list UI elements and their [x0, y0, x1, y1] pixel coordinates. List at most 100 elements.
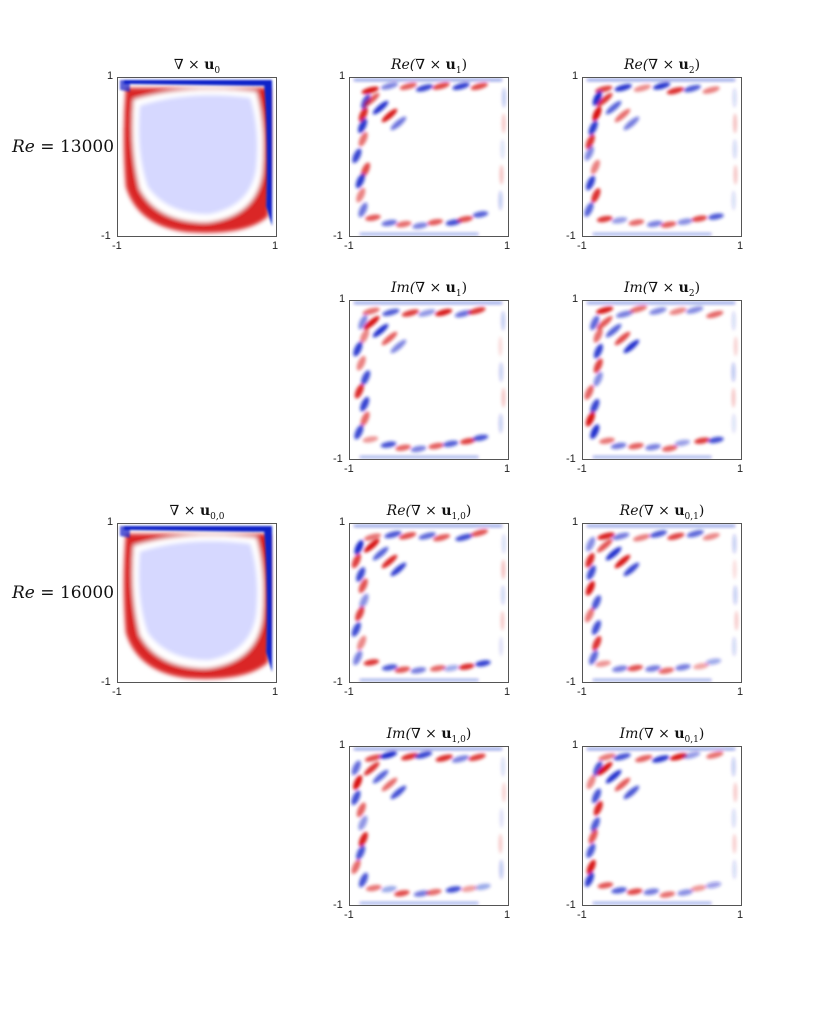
- y-tick-min: -1: [333, 676, 343, 688]
- vorticity-panel-0: [117, 77, 277, 237]
- title-prefix: Im(: [386, 726, 411, 742]
- mode-index: 2: [688, 65, 695, 76]
- y-tick-min: -1: [101, 676, 111, 688]
- mode-index: 2: [688, 288, 695, 299]
- mode-index: 1,0: [451, 511, 466, 522]
- mode-index: 0: [214, 65, 221, 76]
- x-tick-max: 1: [504, 240, 511, 252]
- x-tick-min: -1: [577, 463, 587, 475]
- vorticity-panel-6: [349, 523, 509, 683]
- y-tick-min: -1: [566, 676, 576, 688]
- title-prefix: Re(: [390, 57, 416, 73]
- title-suffix: ): [698, 726, 705, 742]
- row-label-1: Re = 16000: [12, 583, 114, 603]
- vorticity-panel-3: [349, 300, 509, 460]
- x-tick-max: 1: [737, 686, 744, 698]
- x-tick-max: 1: [504, 686, 511, 698]
- y-tick-max: 1: [572, 516, 579, 528]
- velocity-symbol: u: [674, 726, 685, 742]
- y-tick-max: 1: [339, 70, 346, 82]
- title-prefix: Im(: [390, 280, 416, 296]
- y-tick-max: 1: [339, 739, 346, 751]
- velocity-symbol: u: [445, 57, 456, 73]
- vorticity-field: [585, 524, 739, 682]
- panel-title-5: ∇ × u0,0: [97, 503, 297, 522]
- title-suffix: ): [694, 280, 701, 296]
- y-tick-max: 1: [572, 739, 579, 751]
- mode-index: 1,0: [451, 734, 466, 745]
- velocity-symbol: u: [445, 280, 456, 296]
- curl-operator: ∇ ×: [415, 280, 446, 296]
- title-suffix: ): [465, 503, 472, 519]
- x-tick-max: 1: [737, 463, 744, 475]
- x-tick-max: 1: [272, 240, 279, 252]
- panel-title-0: ∇ × u0: [97, 57, 297, 76]
- curl-operator: ∇ ×: [410, 726, 442, 742]
- x-tick-min: -1: [112, 240, 122, 252]
- x-tick-max: 1: [737, 240, 744, 252]
- vorticity-field: [584, 301, 738, 459]
- vorticity-panel-1: [349, 77, 509, 237]
- velocity-symbol: u: [441, 726, 452, 742]
- vorticity-field: [119, 525, 273, 679]
- title-prefix: Im(: [623, 280, 649, 296]
- mode-index: 0,1: [684, 734, 699, 745]
- vorticity-panel-9: [582, 746, 742, 906]
- vorticity-field: [119, 79, 273, 233]
- mode-index: 1: [455, 65, 462, 76]
- velocity-symbol: u: [674, 503, 685, 519]
- x-tick-min: -1: [112, 686, 122, 698]
- velocity-symbol: u: [678, 280, 689, 296]
- y-tick-min: -1: [333, 899, 343, 911]
- vorticity-panel-7: [582, 523, 742, 683]
- y-tick-max: 1: [339, 293, 346, 305]
- vorticity-field: [352, 78, 506, 236]
- vorticity-panel-4: [582, 300, 742, 460]
- y-tick-min: -1: [566, 230, 576, 242]
- vorticity-field: [584, 78, 738, 236]
- title-prefix: Re(: [623, 57, 649, 73]
- x-tick-min: -1: [577, 240, 587, 252]
- vorticity-panel-2: [582, 77, 742, 237]
- panel-title-3: Im(∇ × u1): [329, 280, 529, 299]
- curl-operator: ∇ ×: [415, 57, 446, 73]
- x-tick-min: -1: [344, 909, 354, 921]
- panel-title-9: Im(∇ × u0,1): [562, 726, 762, 745]
- title-prefix: Re(: [619, 503, 644, 519]
- velocity-symbol: u: [204, 57, 215, 73]
- reynolds-symbol: Re: [12, 583, 35, 603]
- title-suffix: ): [461, 280, 468, 296]
- vorticity-field: [351, 747, 506, 905]
- y-tick-max: 1: [572, 293, 579, 305]
- mode-index: 0,0: [210, 511, 225, 522]
- curl-operator: ∇ ×: [169, 503, 200, 519]
- row-label-0: Re = 13000: [12, 137, 114, 157]
- velocity-symbol: u: [441, 503, 452, 519]
- reynolds-value: 16000: [59, 583, 115, 603]
- x-tick-max: 1: [504, 909, 511, 921]
- panel-title-6: Re(∇ × u1,0): [329, 503, 529, 522]
- x-tick-min: -1: [344, 240, 354, 252]
- panel-title-8: Im(∇ × u1,0): [329, 726, 529, 745]
- velocity-symbol: u: [199, 503, 211, 519]
- curl-operator: ∇ ×: [643, 726, 675, 742]
- mode-index: 1: [455, 288, 462, 299]
- mode-index: 0,1: [684, 511, 699, 522]
- y-tick-max: 1: [107, 70, 114, 82]
- reynolds-value: 13000: [59, 137, 115, 157]
- title-prefix: Re(: [386, 503, 411, 519]
- panel-title-4: Im(∇ × u2): [562, 280, 762, 299]
- velocity-symbol: u: [678, 57, 689, 73]
- title-suffix: ): [698, 503, 705, 519]
- panel-title-7: Re(∇ × u0,1): [562, 503, 762, 522]
- reynolds-symbol: Re: [12, 137, 35, 157]
- curl-operator: ∇ ×: [648, 57, 679, 73]
- equals-sign: =: [34, 137, 60, 157]
- y-tick-min: -1: [333, 230, 343, 242]
- x-tick-max: 1: [737, 909, 744, 921]
- curl-operator: ∇ ×: [410, 503, 442, 519]
- y-tick-min: -1: [101, 230, 111, 242]
- y-tick-min: -1: [566, 453, 576, 465]
- x-tick-max: 1: [504, 463, 511, 475]
